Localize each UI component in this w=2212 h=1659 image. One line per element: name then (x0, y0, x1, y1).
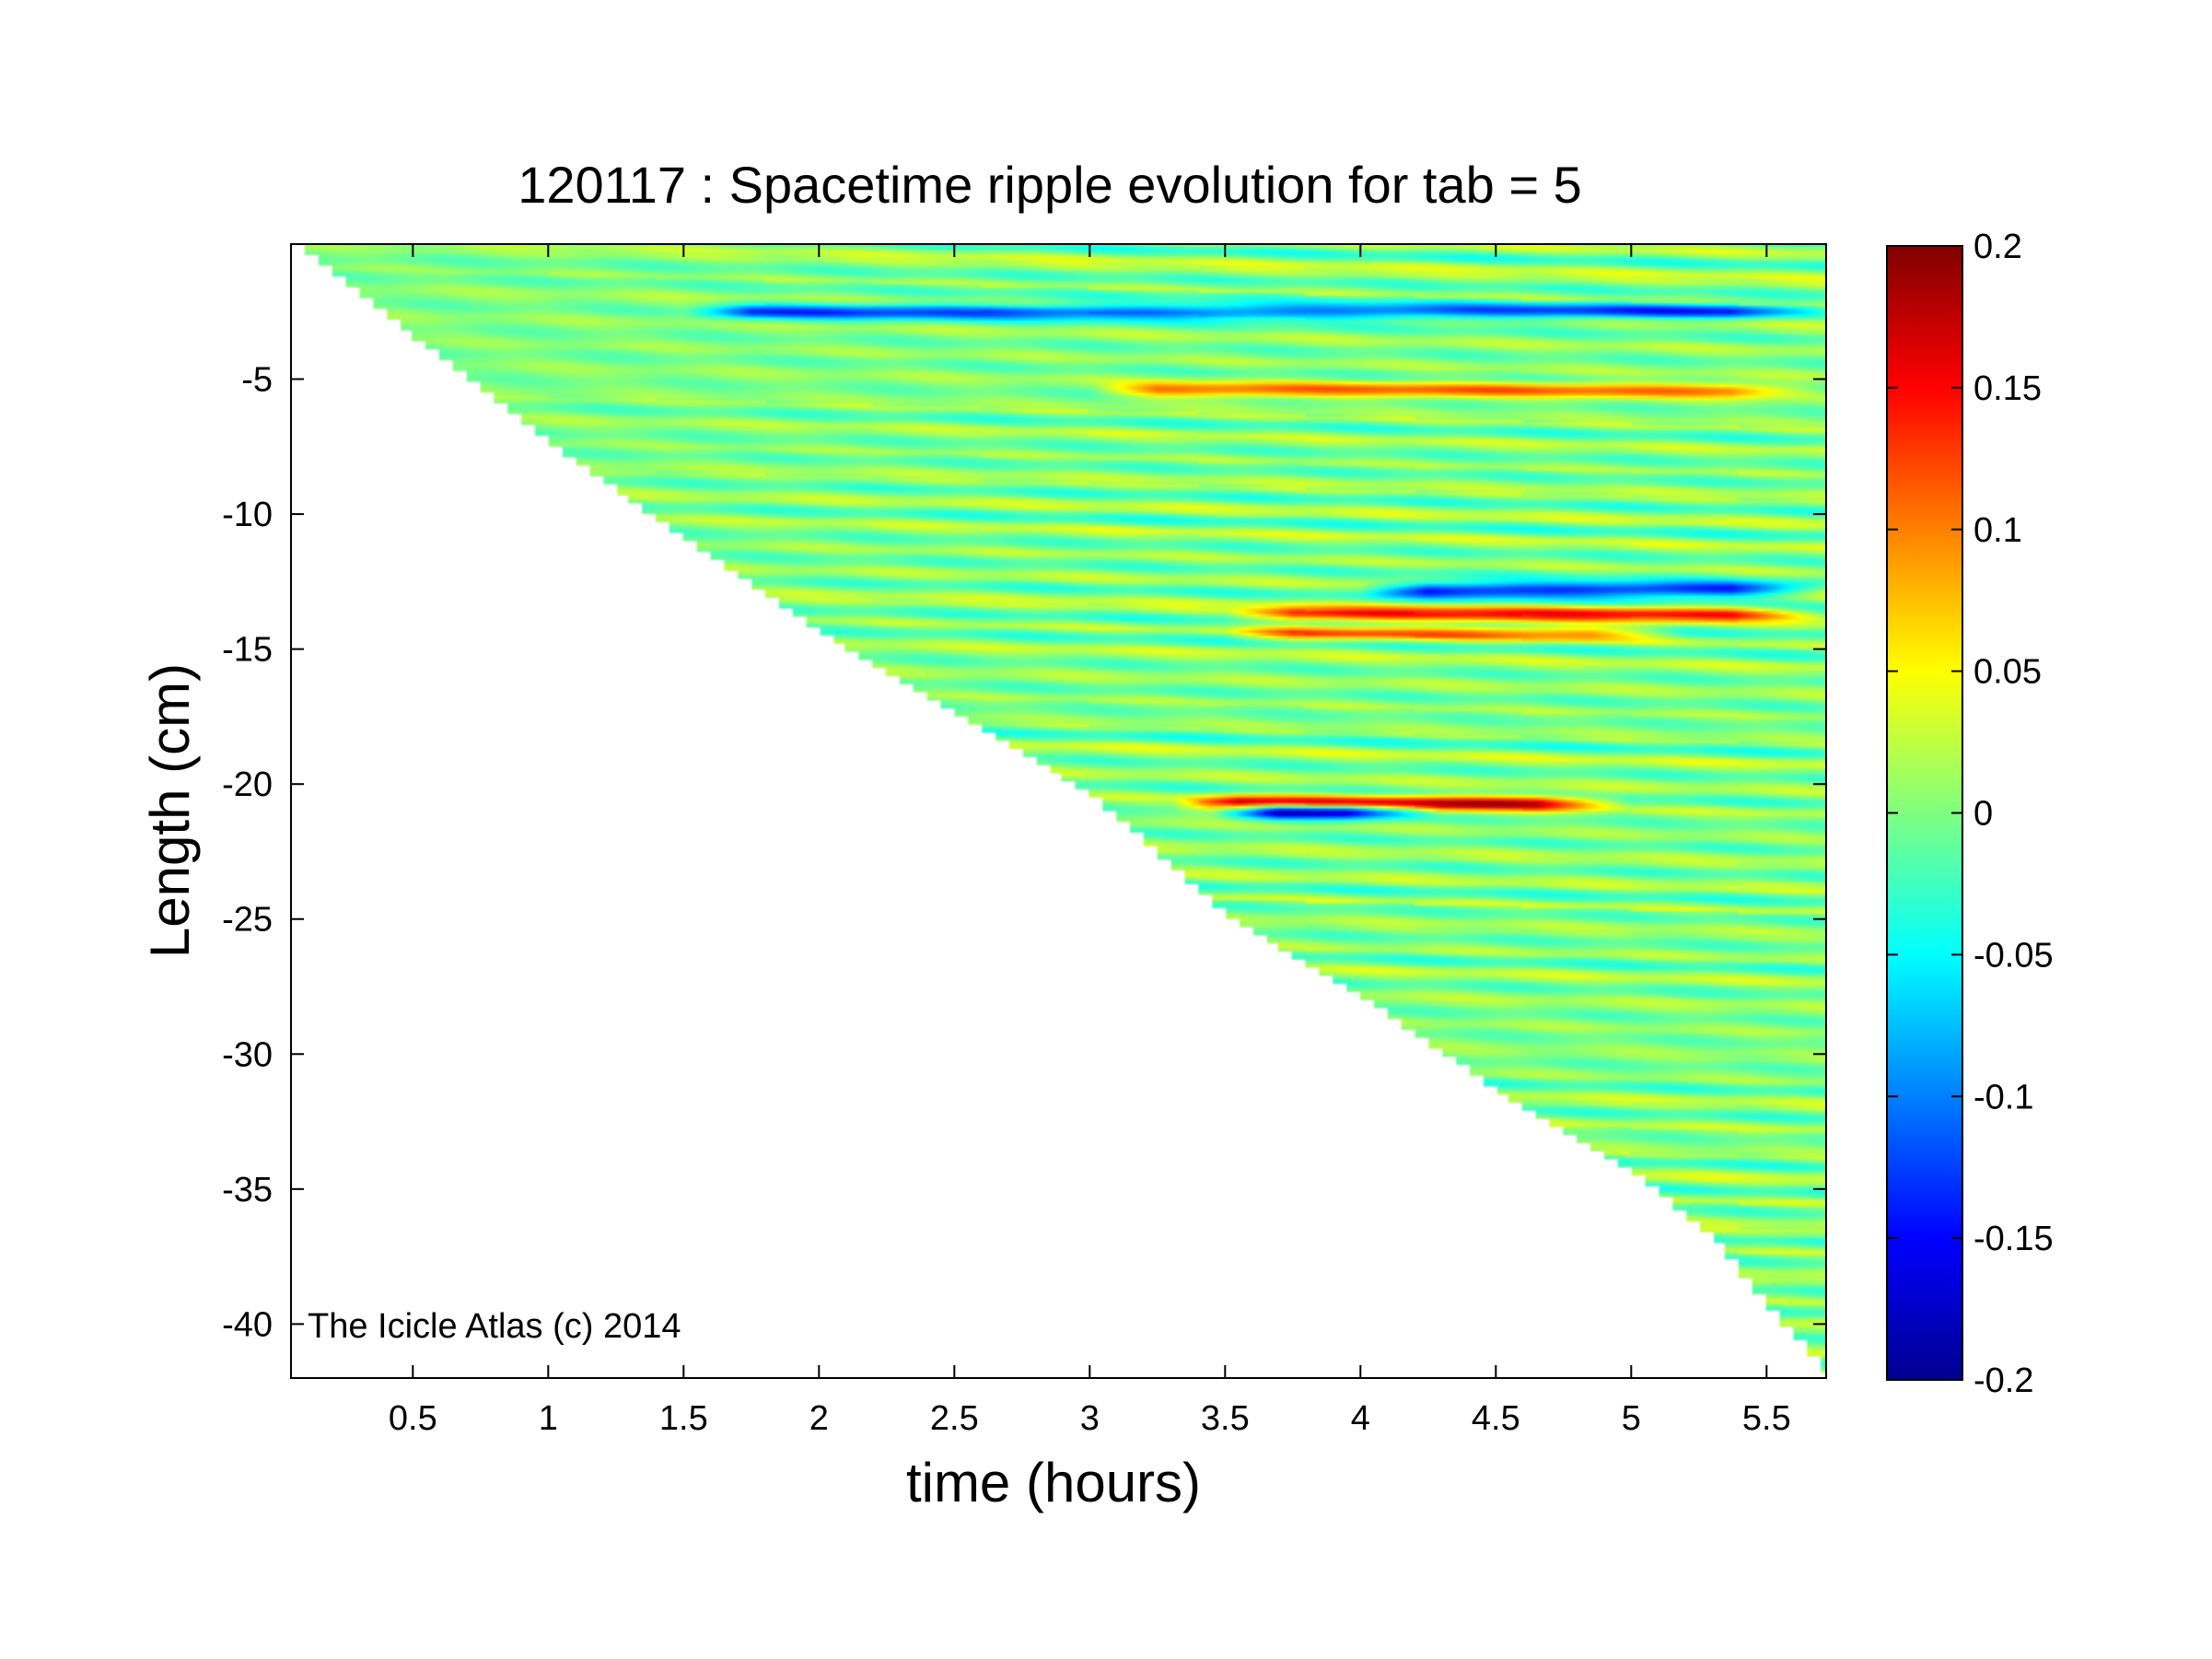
y-axis-label: Length (cm) (139, 663, 201, 958)
y-tick-label: -35 (222, 1171, 273, 1209)
colorbar-tick-label: 0.05 (1973, 653, 2042, 692)
y-tick-label: -20 (222, 765, 273, 804)
x-tick-label: 3.5 (1201, 1399, 1250, 1438)
x-tick-label: 5.5 (1742, 1399, 1791, 1438)
x-tick-label: 0.5 (389, 1399, 437, 1438)
y-tick-label: -30 (222, 1035, 273, 1074)
y-tick-label: -5 (241, 361, 273, 400)
colorbar-tick-label: -0.15 (1973, 1220, 2054, 1258)
x-tick-label: 4.5 (1472, 1399, 1520, 1438)
colorbar-tick-label: 0.2 (1973, 228, 2022, 266)
x-tick-label: 4 (1351, 1399, 1370, 1438)
y-tick-label: -10 (222, 496, 273, 534)
x-tick-label: 2 (809, 1399, 829, 1438)
colorbar-scale (1886, 245, 1963, 1381)
heatmap-image (291, 244, 1826, 1378)
colorbar-tick-label: 0.15 (1973, 369, 2042, 408)
y-tick-label: -25 (222, 901, 273, 940)
colorbar-tick-label: 0 (1973, 795, 1993, 834)
x-tick-label: 2.5 (930, 1399, 979, 1438)
plot-frame (290, 243, 1827, 1379)
colorbar-tick-label: 0.1 (1973, 511, 2022, 550)
colorbar: 0.2 0.15 0.1 0.05 0 -0.05 -0.1 -0.15 -0.2 (1886, 228, 2054, 1400)
chart-title: 120117 : Spacetime ripple evolution for … (518, 156, 1582, 214)
x-axis-ticks: 0.5 1 1.5 2 2.5 3 3.5 4 4.5 5 5.5 (389, 244, 1791, 1438)
colorbar-tick-label: -0.2 (1973, 1361, 2033, 1400)
y-axis-ticks: -5 -10 -15 -20 -25 -30 -35 -40 (222, 361, 1826, 1344)
x-axis-label: time (hours) (906, 1452, 1201, 1513)
x-tick-label: 1.5 (659, 1399, 708, 1438)
y-tick-label: -40 (222, 1305, 273, 1344)
colorbar-ticks: 0.2 0.15 0.1 0.05 0 -0.05 -0.1 -0.15 -0.2 (1887, 228, 2054, 1400)
x-tick-label: 5 (1622, 1399, 1641, 1438)
colorbar-tick-label: -0.05 (1973, 936, 2054, 975)
x-tick-label: 1 (539, 1399, 558, 1438)
colorbar-tick-label: -0.1 (1973, 1078, 2033, 1116)
watermark-text: The Icicle Atlas (c) 2014 (308, 1307, 681, 1346)
y-tick-label: -15 (222, 631, 273, 670)
x-tick-label: 3 (1080, 1399, 1100, 1438)
plot-area: 0.5 1 1.5 2 2.5 3 3.5 4 4.5 5 5.5 -5 -10 -15 -20 -25 -3… (222, 243, 1827, 1438)
